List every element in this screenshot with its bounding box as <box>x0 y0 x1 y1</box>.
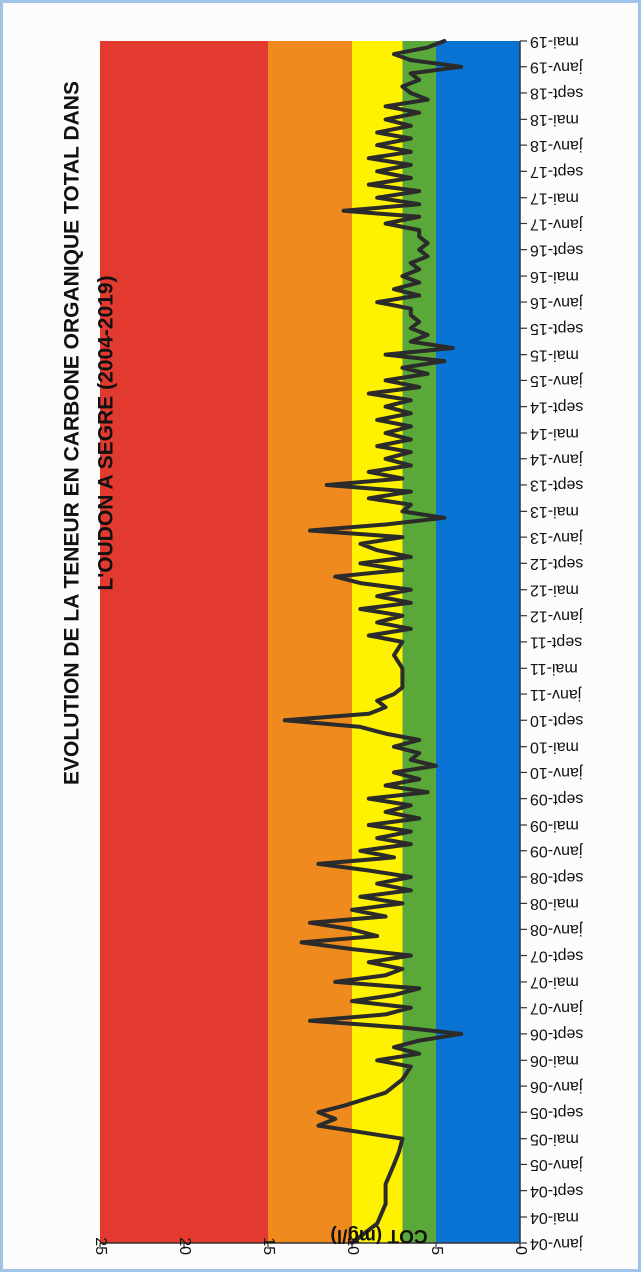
x-tick-label: mai-11 <box>530 660 578 677</box>
series-line <box>282 39 464 1245</box>
x-tick-label: janv-04 <box>530 1235 584 1252</box>
x-tick-label: janv-09 <box>530 843 584 860</box>
chart-title-line-1: EVOLUTION DE LA TENEUR EN CARBONE ORGANI… <box>61 81 84 785</box>
y-tick-label: 0 <box>512 1246 529 1255</box>
chart-axes <box>99 40 527 1249</box>
x-tick-label: janv-05 <box>530 1156 584 1173</box>
x-tick-label: mai-05 <box>530 1130 579 1147</box>
x-tick-label: janv-18 <box>530 137 584 154</box>
band-1 <box>402 41 436 1243</box>
x-tick-label: janv-12 <box>530 607 584 624</box>
x-tick-label: sept-12 <box>530 555 583 572</box>
x-tick-label: mai-12 <box>530 581 579 598</box>
x-tick-label: janv-06 <box>530 1078 584 1095</box>
x-tick-label: sept-06 <box>530 1026 583 1043</box>
x-tick-label: janv-10 <box>530 764 584 781</box>
y-axis-title: COT (mg/l) <box>330 1225 427 1246</box>
y-tick-label: 5 <box>428 1246 445 1255</box>
quality-bands <box>100 41 520 1243</box>
band-4 <box>100 41 268 1243</box>
x-tick-label: mai-07 <box>530 974 579 991</box>
series-group <box>282 39 464 1245</box>
y-tick-label: 10 <box>344 1237 361 1255</box>
x-tick-label: sept-18 <box>530 85 583 102</box>
x-tick-label: janv-17 <box>530 215 584 232</box>
x-tick-label: janv-15 <box>530 372 584 389</box>
x-tick-label: mai-04 <box>530 1209 579 1226</box>
x-tick-label: mai-18 <box>530 111 579 128</box>
x-tick-label: janv-13 <box>530 529 584 546</box>
x-tick-label: janv-14 <box>530 451 584 468</box>
x-tick-label: mai-17 <box>530 189 579 206</box>
x-tick-label: sept-17 <box>530 163 583 180</box>
x-tick-label: mai-08 <box>530 895 579 912</box>
x-tick-label: janv-16 <box>530 294 584 311</box>
x-tick-label: sept-16 <box>530 241 583 258</box>
x-tick-label: sept-08 <box>530 869 583 886</box>
x-tick-label: mai-09 <box>530 817 579 834</box>
x-tick-label: sept-13 <box>530 477 583 494</box>
x-tick-label: mai-13 <box>530 503 579 520</box>
x-tick-label: mai-10 <box>530 738 579 755</box>
x-tick-label: janv-11 <box>530 686 582 703</box>
y-tick-label: 25 <box>92 1237 109 1255</box>
x-tick-label: mai-14 <box>530 425 579 442</box>
x-tick-label: sept-10 <box>530 712 583 729</box>
band-0 <box>436 41 520 1243</box>
x-tick-label: sept-11 <box>530 634 582 651</box>
x-tick-label: mai-15 <box>530 346 579 363</box>
x-tick-label: sept-09 <box>530 790 583 807</box>
x-tick-label: mai-19 <box>530 33 579 50</box>
chart-title-line-2: L'OUDON A SEGRE (2004-2019) <box>95 275 118 590</box>
chart-labels: janv-04 mai-04 sept-04 janv-05 mai-05 sept-05… <box>61 33 584 1255</box>
x-tick-label: sept-05 <box>530 1104 583 1121</box>
x-tick-label: mai-06 <box>530 1052 579 1069</box>
x-tick-label: sept-07 <box>530 947 583 964</box>
x-tick-label: mai-16 <box>530 268 579 285</box>
y-tick-label: 20 <box>176 1237 193 1255</box>
x-tick-label: janv-07 <box>530 999 584 1016</box>
x-tick-label: janv-08 <box>530 921 584 938</box>
x-tick-label: sept-15 <box>530 320 583 337</box>
x-tick-label: janv-19 <box>530 59 584 76</box>
cot-line-chart: janv-04 mai-04 sept-04 janv-05 mai-05 sept-05… <box>61 33 584 1255</box>
y-tick-label: 15 <box>260 1237 277 1255</box>
x-tick-label: sept-14 <box>530 398 583 415</box>
x-tick-label: sept-04 <box>530 1182 583 1199</box>
band-3 <box>268 41 352 1243</box>
